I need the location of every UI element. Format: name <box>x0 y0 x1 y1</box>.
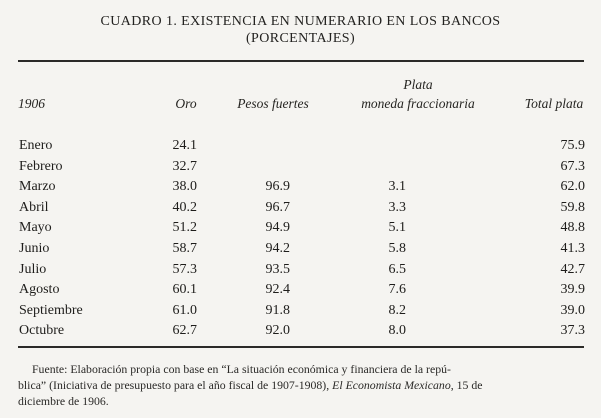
total-plata-cell: 42.7 <box>560 261 586 277</box>
oro-cell: 38.0 <box>172 179 198 195</box>
source-note-line3: diciembre de 1906. <box>18 393 109 408</box>
pesos-cell: 91.8 <box>265 302 291 318</box>
fraccionaria-cell: 3.3 <box>388 199 407 215</box>
total-plata-cell: 37.3 <box>560 323 586 339</box>
total-plata-cell: 48.8 <box>560 220 586 236</box>
fraccionaria-cell: 3.1 <box>388 179 407 195</box>
table-row: Enero 24.1 75.9 <box>0 138 601 159</box>
source-note-line1: Fuente: Elaboración propia con base en “… <box>32 362 451 376</box>
table-row: Octubre 62.7 92.0 8.0 37.3 <box>0 323 601 344</box>
fraccionaria-cell: 8.2 <box>388 302 407 318</box>
month-cell: Julio <box>19 261 47 277</box>
fraccionaria-cell: 7.6 <box>388 282 407 298</box>
table-title-line1: CUADRO 1. EXISTENCIA EN NUMERARIO EN LOS… <box>100 14 501 29</box>
column-header-plata-line2: moneda fraccionaria <box>361 96 475 111</box>
oro-cell: 58.7 <box>172 240 198 256</box>
total-plata-cell: 59.8 <box>560 199 586 215</box>
month-cell: Septiembre <box>19 302 83 318</box>
table-body: Enero 24.1 75.9 Febrero 32.7 67.3 Marzo … <box>0 138 601 344</box>
total-plata-cell: 67.3 <box>560 158 586 174</box>
source-note-line2-post: , 15 de <box>450 377 483 392</box>
table-row: Febrero 32.7 67.3 <box>0 159 601 180</box>
source-note: Fuente: Elaboración propia con base en “… <box>18 362 586 409</box>
table-title: CUADRO 1. EXISTENCIA EN NUMERARIO EN LOS… <box>0 13 601 47</box>
table-row: Marzo 38.0 96.9 3.1 62.0 <box>0 179 601 200</box>
oro-cell: 51.2 <box>172 220 198 236</box>
column-header-total-plata: Total plata <box>524 96 584 111</box>
column-header-plata-line1: Plata <box>403 77 433 92</box>
table-row: Agosto 60.1 92.4 7.6 39.9 <box>0 282 601 303</box>
oro-cell: 62.7 <box>172 323 198 339</box>
table-title-line2: (PORCENTAJES) <box>245 31 356 46</box>
month-cell: Marzo <box>19 179 56 195</box>
pesos-cell: 92.0 <box>265 323 291 339</box>
month-cell: Mayo <box>19 220 52 236</box>
pesos-cell: 94.2 <box>265 240 291 256</box>
fraccionaria-cell: 6.5 <box>388 261 407 277</box>
pesos-cell: 93.5 <box>265 261 291 277</box>
table-row: Mayo 51.2 94.9 5.1 48.8 <box>0 220 601 241</box>
fraccionaria-cell: 5.8 <box>388 240 407 256</box>
total-plata-cell: 75.9 <box>560 138 586 153</box>
total-plata-cell: 41.3 <box>560 240 586 256</box>
month-cell: Enero <box>19 138 53 153</box>
bottom-rule <box>18 346 584 348</box>
fraccionaria-cell: 5.1 <box>388 220 407 236</box>
oro-cell: 57.3 <box>172 261 198 277</box>
oro-cell: 32.7 <box>172 158 198 174</box>
pesos-cell: 96.9 <box>265 179 291 195</box>
oro-cell: 24.1 <box>172 138 198 153</box>
pesos-cell: 92.4 <box>265 282 291 298</box>
total-plata-cell: 39.9 <box>560 282 586 298</box>
table-header-row: 1906 Oro Pesos fuertes Plata moneda frac… <box>0 76 601 116</box>
month-cell: Abril <box>19 199 49 215</box>
column-header-pesos-fuertes: Pesos fuertes <box>237 96 309 111</box>
table-row: Julio 57.3 93.5 6.5 42.7 <box>0 262 601 283</box>
source-note-line2-pre: blica” (Iniciativa de presupuesto para e… <box>18 377 333 392</box>
table-row: Septiembre 61.0 91.8 8.2 39.0 <box>0 303 601 324</box>
oro-cell: 60.1 <box>172 282 198 298</box>
fraccionaria-cell: 8.0 <box>388 323 407 339</box>
oro-cell: 40.2 <box>172 199 198 215</box>
month-cell: Febrero <box>19 158 63 174</box>
table-row: Abril 40.2 96.7 3.3 59.8 <box>0 200 601 221</box>
source-note-line2: blica” (Iniciativa de presupuesto para e… <box>18 378 586 394</box>
total-plata-cell: 39.0 <box>560 302 586 318</box>
column-header-year: 1906 <box>18 96 45 111</box>
month-cell: Agosto <box>19 282 60 298</box>
total-plata-cell: 62.0 <box>560 179 586 195</box>
oro-cell: 61.0 <box>172 302 198 318</box>
pesos-cell: 96.7 <box>265 199 291 215</box>
pesos-cell: 94.9 <box>265 220 291 236</box>
column-header-oro: Oro <box>175 96 197 111</box>
table-row: Junio 58.7 94.2 5.8 41.3 <box>0 241 601 262</box>
source-note-journal-name: El Economista Mexicano <box>332 377 451 392</box>
top-rule <box>18 60 584 62</box>
month-cell: Octubre <box>19 323 65 339</box>
month-cell: Junio <box>19 240 50 256</box>
